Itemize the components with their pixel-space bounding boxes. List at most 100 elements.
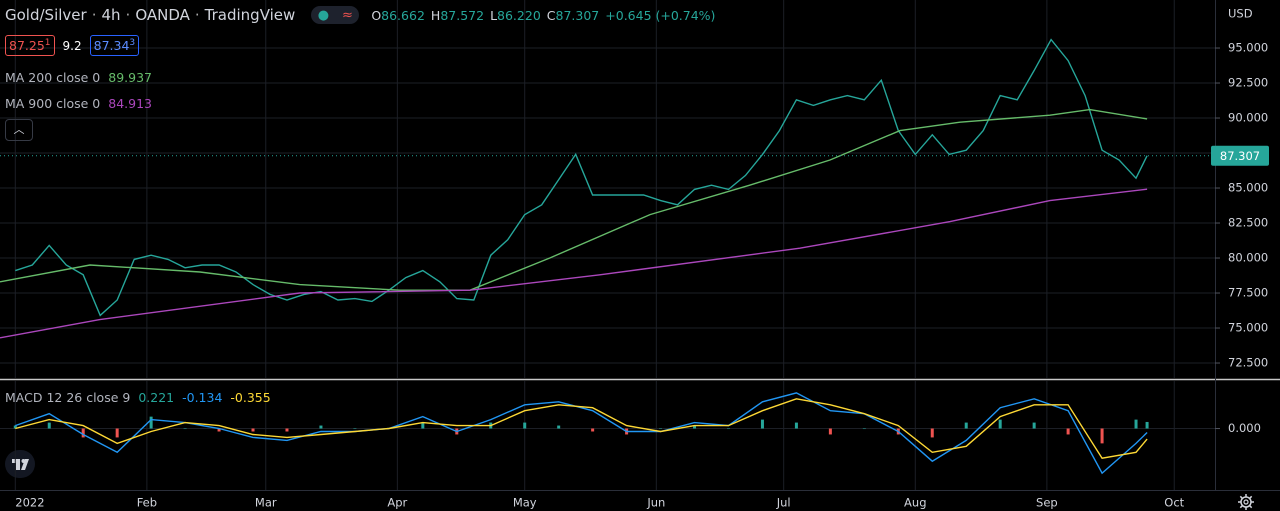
- histogram-bar: [523, 422, 527, 429]
- histogram-bar: [115, 428, 119, 438]
- y-tick-label: 82.500: [1228, 216, 1268, 230]
- histogram-bar: [591, 428, 595, 432]
- histogram-bar: [760, 419, 764, 429]
- bid-price: 87.25: [9, 38, 45, 54]
- spread: 9.2: [62, 38, 82, 53]
- y-tick-label: 85.000: [1228, 181, 1268, 195]
- histogram-bar: [964, 422, 968, 429]
- histogram-bar: [557, 425, 561, 429]
- last-price-tag: [1211, 145, 1269, 166]
- histogram-bar: [421, 422, 425, 429]
- ohlc-label: L: [490, 7, 498, 23]
- x-tick-label: Sep: [1036, 496, 1058, 510]
- legend-value: -0.355: [230, 390, 271, 405]
- interval[interactable]: 4h: [101, 6, 121, 24]
- series-line: [15, 392, 1148, 475]
- y-tick-label: 92.500: [1228, 76, 1268, 90]
- histogram-bar: [353, 428, 357, 430]
- histogram-bar: [47, 422, 51, 429]
- histogram-bar: [930, 428, 934, 438]
- legend-name: MA 900 close 0: [5, 96, 101, 111]
- x-tick-label: Apr: [387, 496, 407, 510]
- histogram-bar: [1134, 419, 1138, 429]
- ask-price: 87.34: [93, 38, 130, 54]
- legend-name: MACD 12 26 close 9: [5, 390, 131, 405]
- histogram-bar: [828, 428, 832, 435]
- x-tick-label: Oct: [1164, 496, 1184, 510]
- histogram-bar: [319, 425, 323, 429]
- x-tick-label: Feb: [137, 496, 157, 510]
- histogram-bar: [183, 428, 187, 430]
- ma900-legend: MA 900 close 0 84.913: [5, 96, 152, 111]
- ohlc-value: 86.220: [497, 7, 541, 23]
- ohlc-value: 87.572: [440, 7, 485, 23]
- exchange: OANDA: [135, 6, 190, 24]
- symbol-header: Gold/Silver · 4h · OANDA · TradingView ● ≈ O…: [5, 6, 721, 24]
- x-tick-label: May: [513, 496, 537, 510]
- sell-box[interactable]: 87.251: [5, 35, 55, 57]
- x-tick-label: Jun: [646, 496, 665, 510]
- series-line: [15, 398, 1148, 459]
- histogram-bar: [862, 428, 866, 430]
- histogram-bar: [217, 428, 221, 432]
- y-tick-label: 0.000: [1228, 421, 1261, 435]
- histogram-bar: [659, 428, 663, 430]
- bid-digit: 1: [44, 38, 51, 48]
- legend-value: 84.913: [108, 96, 153, 111]
- ohlc-value: 87.307: [555, 7, 600, 23]
- legend-value: -0.134: [182, 390, 223, 405]
- y-tick-label: 72.500: [1228, 356, 1268, 370]
- series-line: [15, 38, 1148, 317]
- collapse-button[interactable]: ︿: [5, 119, 33, 141]
- ohlc-label: H: [430, 7, 441, 23]
- y-tick-label: 75.000: [1228, 321, 1268, 335]
- histogram-bar: [693, 425, 697, 429]
- series-line: [0, 108, 1148, 291]
- x-tick-label: Jul: [776, 496, 791, 510]
- ohlc-values: O86.662 H87.572 L86.220 C87.307 +0.645 (+0.7…: [371, 8, 721, 23]
- y-tick-label: 80.000: [1228, 251, 1268, 265]
- histogram-bar: [1100, 428, 1104, 444]
- settings-gear[interactable]: [1238, 494, 1254, 510]
- histogram-bar: [1066, 428, 1070, 435]
- legend-name: MA 200 close 0: [5, 70, 101, 85]
- status-pill[interactable]: ● ≈: [311, 6, 360, 24]
- bid-ask-row: 87.251 9.2 87.343: [5, 35, 140, 57]
- y-tick-label: 90.000: [1228, 111, 1268, 125]
- macd-legend: MACD 12 26 close 9 0.221 -0.134 -0.355: [5, 390, 271, 405]
- pane: [0, 0, 1215, 378]
- histogram-bar: [998, 419, 1002, 429]
- pane: [0, 381, 1215, 490]
- histogram-bar: [1145, 421, 1149, 429]
- symbol[interactable]: Gold/Silver: [5, 6, 87, 24]
- histogram-bar: [285, 428, 289, 432]
- histogram-bar: [1032, 422, 1036, 429]
- source: TradingView: [204, 6, 296, 24]
- ask-digit: 3: [129, 38, 136, 48]
- tv-logo[interactable]: [5, 450, 35, 478]
- histogram-bar: [13, 425, 17, 429]
- histogram-bar: [726, 428, 730, 430]
- ohlc-label: O: [371, 7, 382, 23]
- currency-label: USD: [1228, 7, 1253, 21]
- price-change: +0.645 (+0.74%): [605, 7, 716, 23]
- histogram-bar: [794, 422, 798, 429]
- ohlc-value: 86.662: [381, 7, 425, 23]
- ohlc-label: C: [546, 7, 556, 23]
- x-tick-label: 2022: [15, 496, 44, 510]
- histogram-bar: [251, 428, 255, 432]
- legend-value: 89.937: [108, 70, 153, 85]
- buy-box[interactable]: 87.343: [89, 35, 140, 57]
- histogram-bar: [149, 416, 153, 429]
- x-tick-label: Aug: [904, 496, 926, 510]
- histogram-bar: [81, 428, 85, 438]
- ma200-legend: MA 200 close 0 89.937: [5, 70, 152, 85]
- legend-value: 0.221: [138, 390, 175, 405]
- y-tick-label: 95.000: [1228, 41, 1268, 55]
- series-line: [0, 188, 1148, 339]
- x-tick-label: Mar: [255, 496, 277, 510]
- last-price-label: 87.307: [1220, 149, 1260, 163]
